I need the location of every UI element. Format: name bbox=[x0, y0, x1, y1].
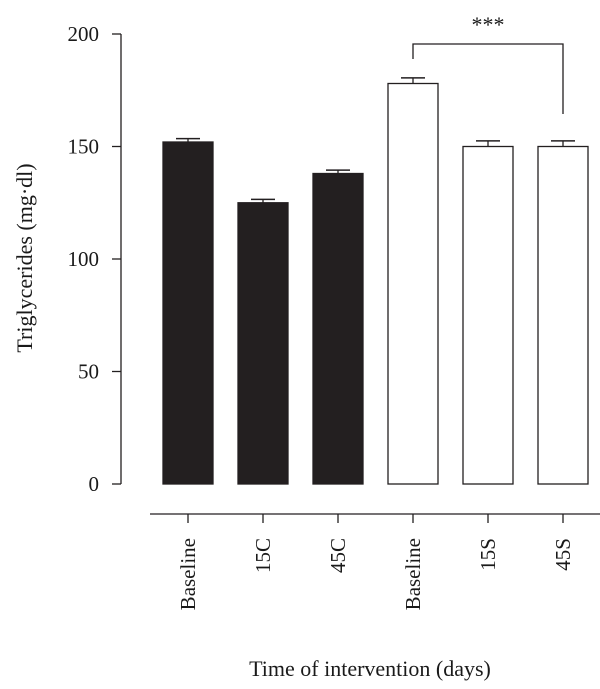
y-tick-label: 150 bbox=[68, 135, 100, 159]
x-tick-label: 45S bbox=[551, 538, 575, 571]
error-bar bbox=[176, 137, 200, 142]
x-tick-label: 15S bbox=[476, 538, 500, 571]
bar bbox=[162, 141, 214, 485]
y-axis: 0 50 100 150 200 bbox=[68, 22, 122, 496]
y-axis-title: Triglycerides (mg·dl) bbox=[12, 163, 37, 352]
y-tick-label: 200 bbox=[68, 22, 100, 46]
annotations: *** bbox=[412, 12, 564, 114]
error-bar bbox=[401, 77, 425, 84]
significance-label: *** bbox=[472, 12, 505, 37]
error-bar bbox=[551, 140, 575, 147]
x-tick-label: Baseline bbox=[176, 538, 200, 610]
x-axis: Baseline 15C 45C Baseline 15S 45S bbox=[150, 513, 600, 610]
x-tick-label: 45C bbox=[326, 538, 350, 573]
x-axis-title: Time of intervention (days) bbox=[249, 656, 491, 681]
bar bbox=[537, 145, 589, 485]
x-tick-label: Baseline bbox=[401, 538, 425, 610]
error-bar bbox=[326, 169, 350, 174]
bar bbox=[462, 145, 514, 485]
bar bbox=[387, 82, 439, 485]
y-tick-label: 100 bbox=[68, 247, 100, 271]
error-bar bbox=[476, 140, 500, 147]
error-bars bbox=[176, 77, 575, 203]
y-tick-label: 50 bbox=[78, 360, 99, 384]
x-tick-label: 15C bbox=[251, 538, 275, 573]
significance-bracket bbox=[412, 43, 564, 114]
bar bbox=[237, 202, 289, 485]
bars bbox=[162, 82, 589, 485]
error-bar bbox=[251, 198, 275, 203]
y-tick-label: 0 bbox=[89, 472, 100, 496]
bar bbox=[312, 172, 364, 485]
